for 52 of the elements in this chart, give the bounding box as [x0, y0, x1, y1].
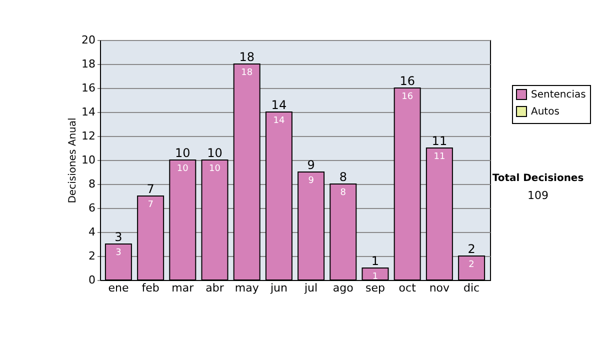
- y-tick-label: 0: [88, 274, 96, 286]
- data-label: 14: [271, 98, 287, 112]
- x-tick-label: jun: [269, 282, 288, 294]
- x-tick-label: abr: [206, 282, 224, 294]
- x-tick-label: ago: [332, 282, 354, 294]
- annotation: 10: [209, 164, 221, 174]
- data-label: 10: [175, 146, 190, 160]
- annotation: 10: [176, 164, 189, 174]
- data-label: 8: [339, 170, 347, 184]
- data-label: 16: [400, 74, 415, 88]
- annotation: 16: [402, 92, 414, 102]
- data-label: 18: [239, 50, 254, 64]
- annotation: 9: [308, 176, 314, 186]
- y-tick-label: 2: [88, 250, 96, 262]
- annotation: 3: [116, 248, 122, 258]
- x-tick-label: oct: [398, 282, 417, 294]
- data-label: 10: [207, 146, 222, 160]
- annotation: 18: [241, 68, 253, 78]
- x-tick-label: may: [234, 282, 260, 294]
- annotation: 14: [273, 116, 285, 126]
- annotation: 2: [468, 260, 474, 270]
- data-label: 9: [307, 158, 315, 172]
- data-label: 3: [114, 230, 122, 244]
- y-tick-label: 10: [82, 154, 96, 166]
- annotation: 8: [340, 188, 346, 198]
- y-tick-label: 16: [82, 82, 96, 94]
- y-tick-label: 18: [82, 58, 96, 70]
- data-label: 1: [371, 254, 380, 268]
- data-label: 11: [432, 134, 448, 148]
- text: Total Decisiones: [492, 173, 584, 184]
- y-tick-label: 6: [88, 202, 96, 214]
- y-tick-label: 14: [82, 106, 96, 118]
- annotation: 11: [434, 152, 446, 162]
- annotation: 1: [372, 272, 378, 282]
- text: 109: [528, 189, 548, 202]
- x-tick-label: ene: [108, 282, 129, 294]
- x-tick-label: nov: [429, 282, 450, 294]
- x-tick-label: sep: [366, 282, 386, 294]
- y-tick-label: 20: [82, 34, 96, 46]
- y-axis-title: Decisiones Anual: [68, 118, 79, 204]
- legend-label: Sentencias: [531, 90, 586, 100]
- y-tick-label: 12: [82, 130, 96, 142]
- y-tick-label: 4: [88, 226, 96, 238]
- x-tick-label: feb: [142, 282, 160, 294]
- y-tick-label: 8: [88, 178, 96, 190]
- annotation: 7: [148, 200, 154, 210]
- x-tick-label: mar: [172, 282, 194, 294]
- data-label: 7: [146, 182, 154, 196]
- data-label: 2: [468, 242, 476, 256]
- x-tick-label: dic: [463, 282, 480, 294]
- legend-label: Autos: [531, 106, 560, 118]
- x-tick-label: jul: [304, 282, 318, 294]
